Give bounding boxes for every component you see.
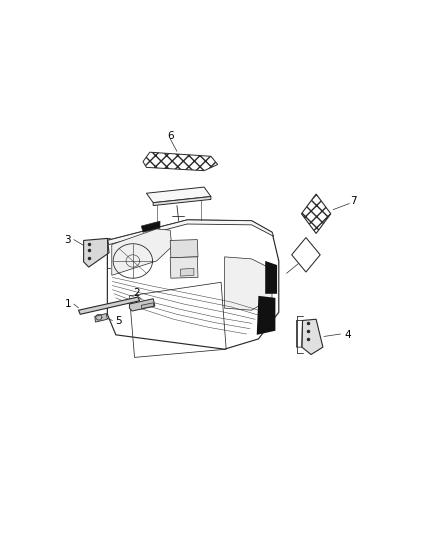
Text: 3: 3 xyxy=(64,235,71,245)
Polygon shape xyxy=(130,298,155,311)
Text: 7: 7 xyxy=(350,197,357,206)
Polygon shape xyxy=(170,257,198,278)
Text: 2: 2 xyxy=(133,288,140,297)
Text: 1: 1 xyxy=(64,299,71,309)
Polygon shape xyxy=(143,152,218,171)
Polygon shape xyxy=(257,296,276,335)
Polygon shape xyxy=(170,240,198,257)
Polygon shape xyxy=(141,303,154,309)
Polygon shape xyxy=(292,238,320,272)
Polygon shape xyxy=(302,319,323,354)
Polygon shape xyxy=(84,238,109,267)
Polygon shape xyxy=(141,221,160,232)
Polygon shape xyxy=(78,297,140,314)
Polygon shape xyxy=(95,313,107,322)
Polygon shape xyxy=(153,197,211,206)
Polygon shape xyxy=(224,257,272,310)
Text: 6: 6 xyxy=(167,131,173,141)
Text: 5: 5 xyxy=(115,316,122,326)
Polygon shape xyxy=(112,229,172,276)
Polygon shape xyxy=(180,268,194,276)
Polygon shape xyxy=(107,220,274,245)
Polygon shape xyxy=(301,194,331,233)
Polygon shape xyxy=(146,187,211,203)
Polygon shape xyxy=(265,261,277,294)
Text: 4: 4 xyxy=(344,330,351,340)
